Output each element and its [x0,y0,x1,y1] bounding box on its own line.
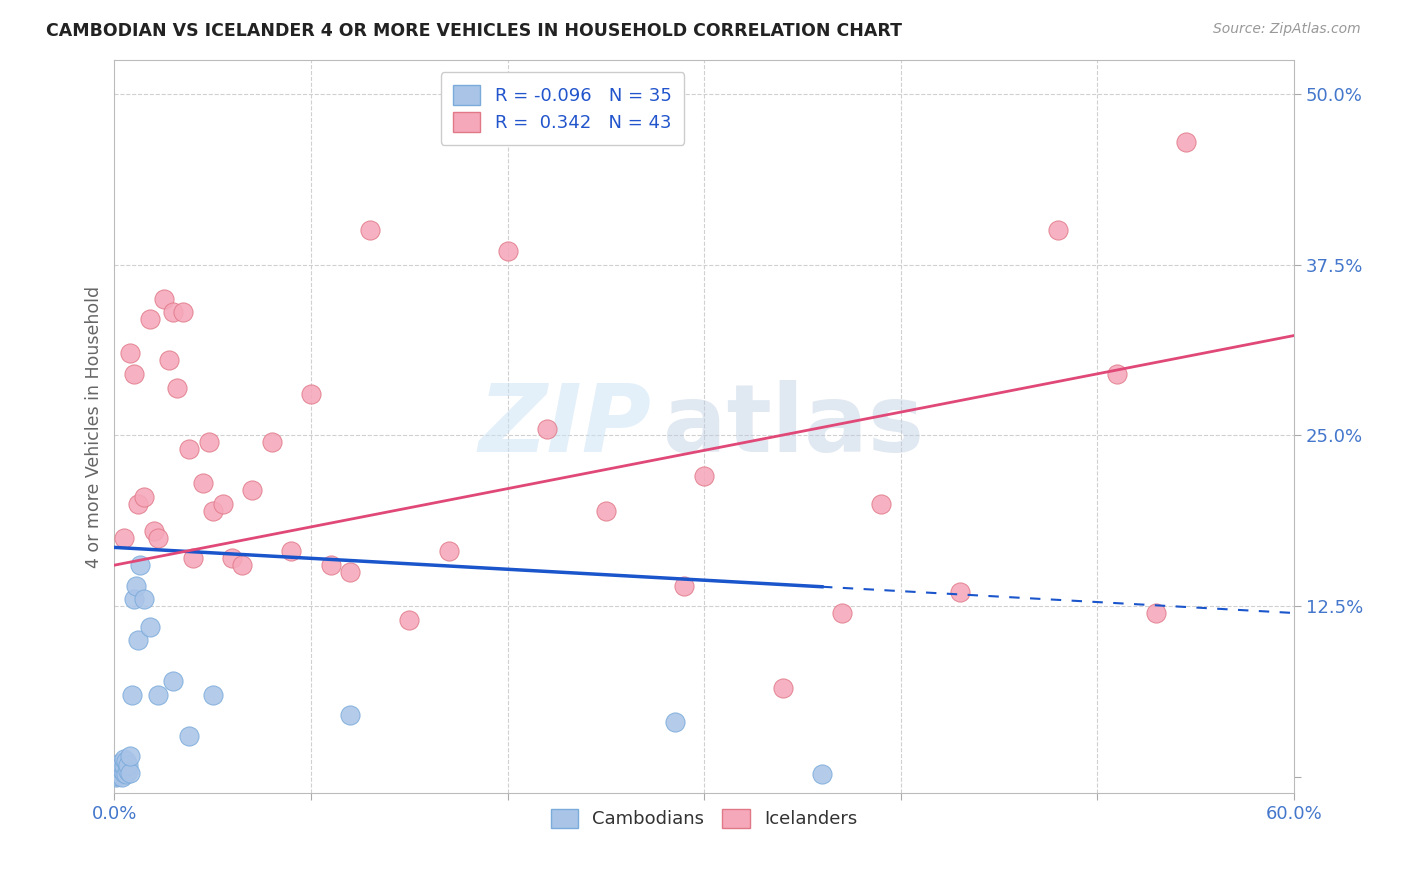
Text: Source: ZipAtlas.com: Source: ZipAtlas.com [1213,22,1361,37]
Point [111,770,134,784]
Point [673,579,696,593]
Point [146,531,169,545]
Point [197,435,219,450]
Point [162,305,184,319]
Point [105,770,128,784]
Point [166,380,188,394]
Point [280,544,302,558]
Point [121,688,143,702]
Point [339,565,361,579]
Point [132,592,155,607]
Point [201,688,224,702]
Point [122,367,145,381]
Point [120,346,142,360]
Point [142,524,165,538]
Point [107,764,129,779]
Point [398,613,420,627]
Text: ZIP: ZIP [478,381,651,473]
Point [359,223,381,237]
Point [299,387,322,401]
Point [1046,223,1069,237]
Point [319,558,342,573]
Point [125,579,148,593]
Point [105,763,128,777]
Point [201,503,224,517]
Point [162,674,184,689]
Point [191,476,214,491]
Point [127,497,149,511]
Point [110,767,132,781]
Point [117,764,139,779]
Point [221,551,243,566]
Point [772,681,794,695]
Point [107,768,129,782]
Y-axis label: 4 or more Vehicles in Household: 4 or more Vehicles in Household [86,285,103,567]
Point [870,497,893,511]
Point [107,759,129,773]
Point [664,715,686,730]
Point [146,688,169,702]
Point [105,765,128,780]
Point [115,767,138,781]
Point [111,763,134,777]
Point [120,749,142,764]
Point [132,490,155,504]
Text: atlas: atlas [662,381,924,473]
Point [437,544,460,558]
Point [172,305,194,319]
Point [693,469,716,483]
Point [112,759,135,773]
Point [159,353,181,368]
Point [231,558,253,573]
Point [339,708,361,723]
Point [1174,135,1197,149]
Point [129,558,152,573]
Point [177,442,200,456]
Point [139,620,162,634]
Point [139,312,162,326]
Point [127,633,149,648]
Point [260,435,283,450]
Point [120,765,142,780]
Point [948,585,970,599]
Text: CAMBODIAN VS ICELANDER 4 OR MORE VEHICLES IN HOUSEHOLD CORRELATION CHART: CAMBODIAN VS ICELANDER 4 OR MORE VEHICLE… [46,22,903,40]
Point [595,503,617,517]
Point [111,757,134,772]
Point [240,483,263,497]
Point [1105,367,1128,381]
Point [496,244,519,258]
Point [152,292,174,306]
Point [536,421,558,435]
Point [811,767,834,781]
Point [831,606,853,620]
Point [112,765,135,780]
Point [211,497,233,511]
Point [110,756,132,771]
Point [122,592,145,607]
Point [117,757,139,772]
Legend: Cambodians, Icelanders: Cambodians, Icelanders [544,801,865,836]
Point [1144,606,1167,620]
Point [112,531,135,545]
Point [112,752,135,766]
Point [110,762,132,776]
Point [115,754,138,768]
Point [181,551,204,566]
Point [177,729,200,743]
